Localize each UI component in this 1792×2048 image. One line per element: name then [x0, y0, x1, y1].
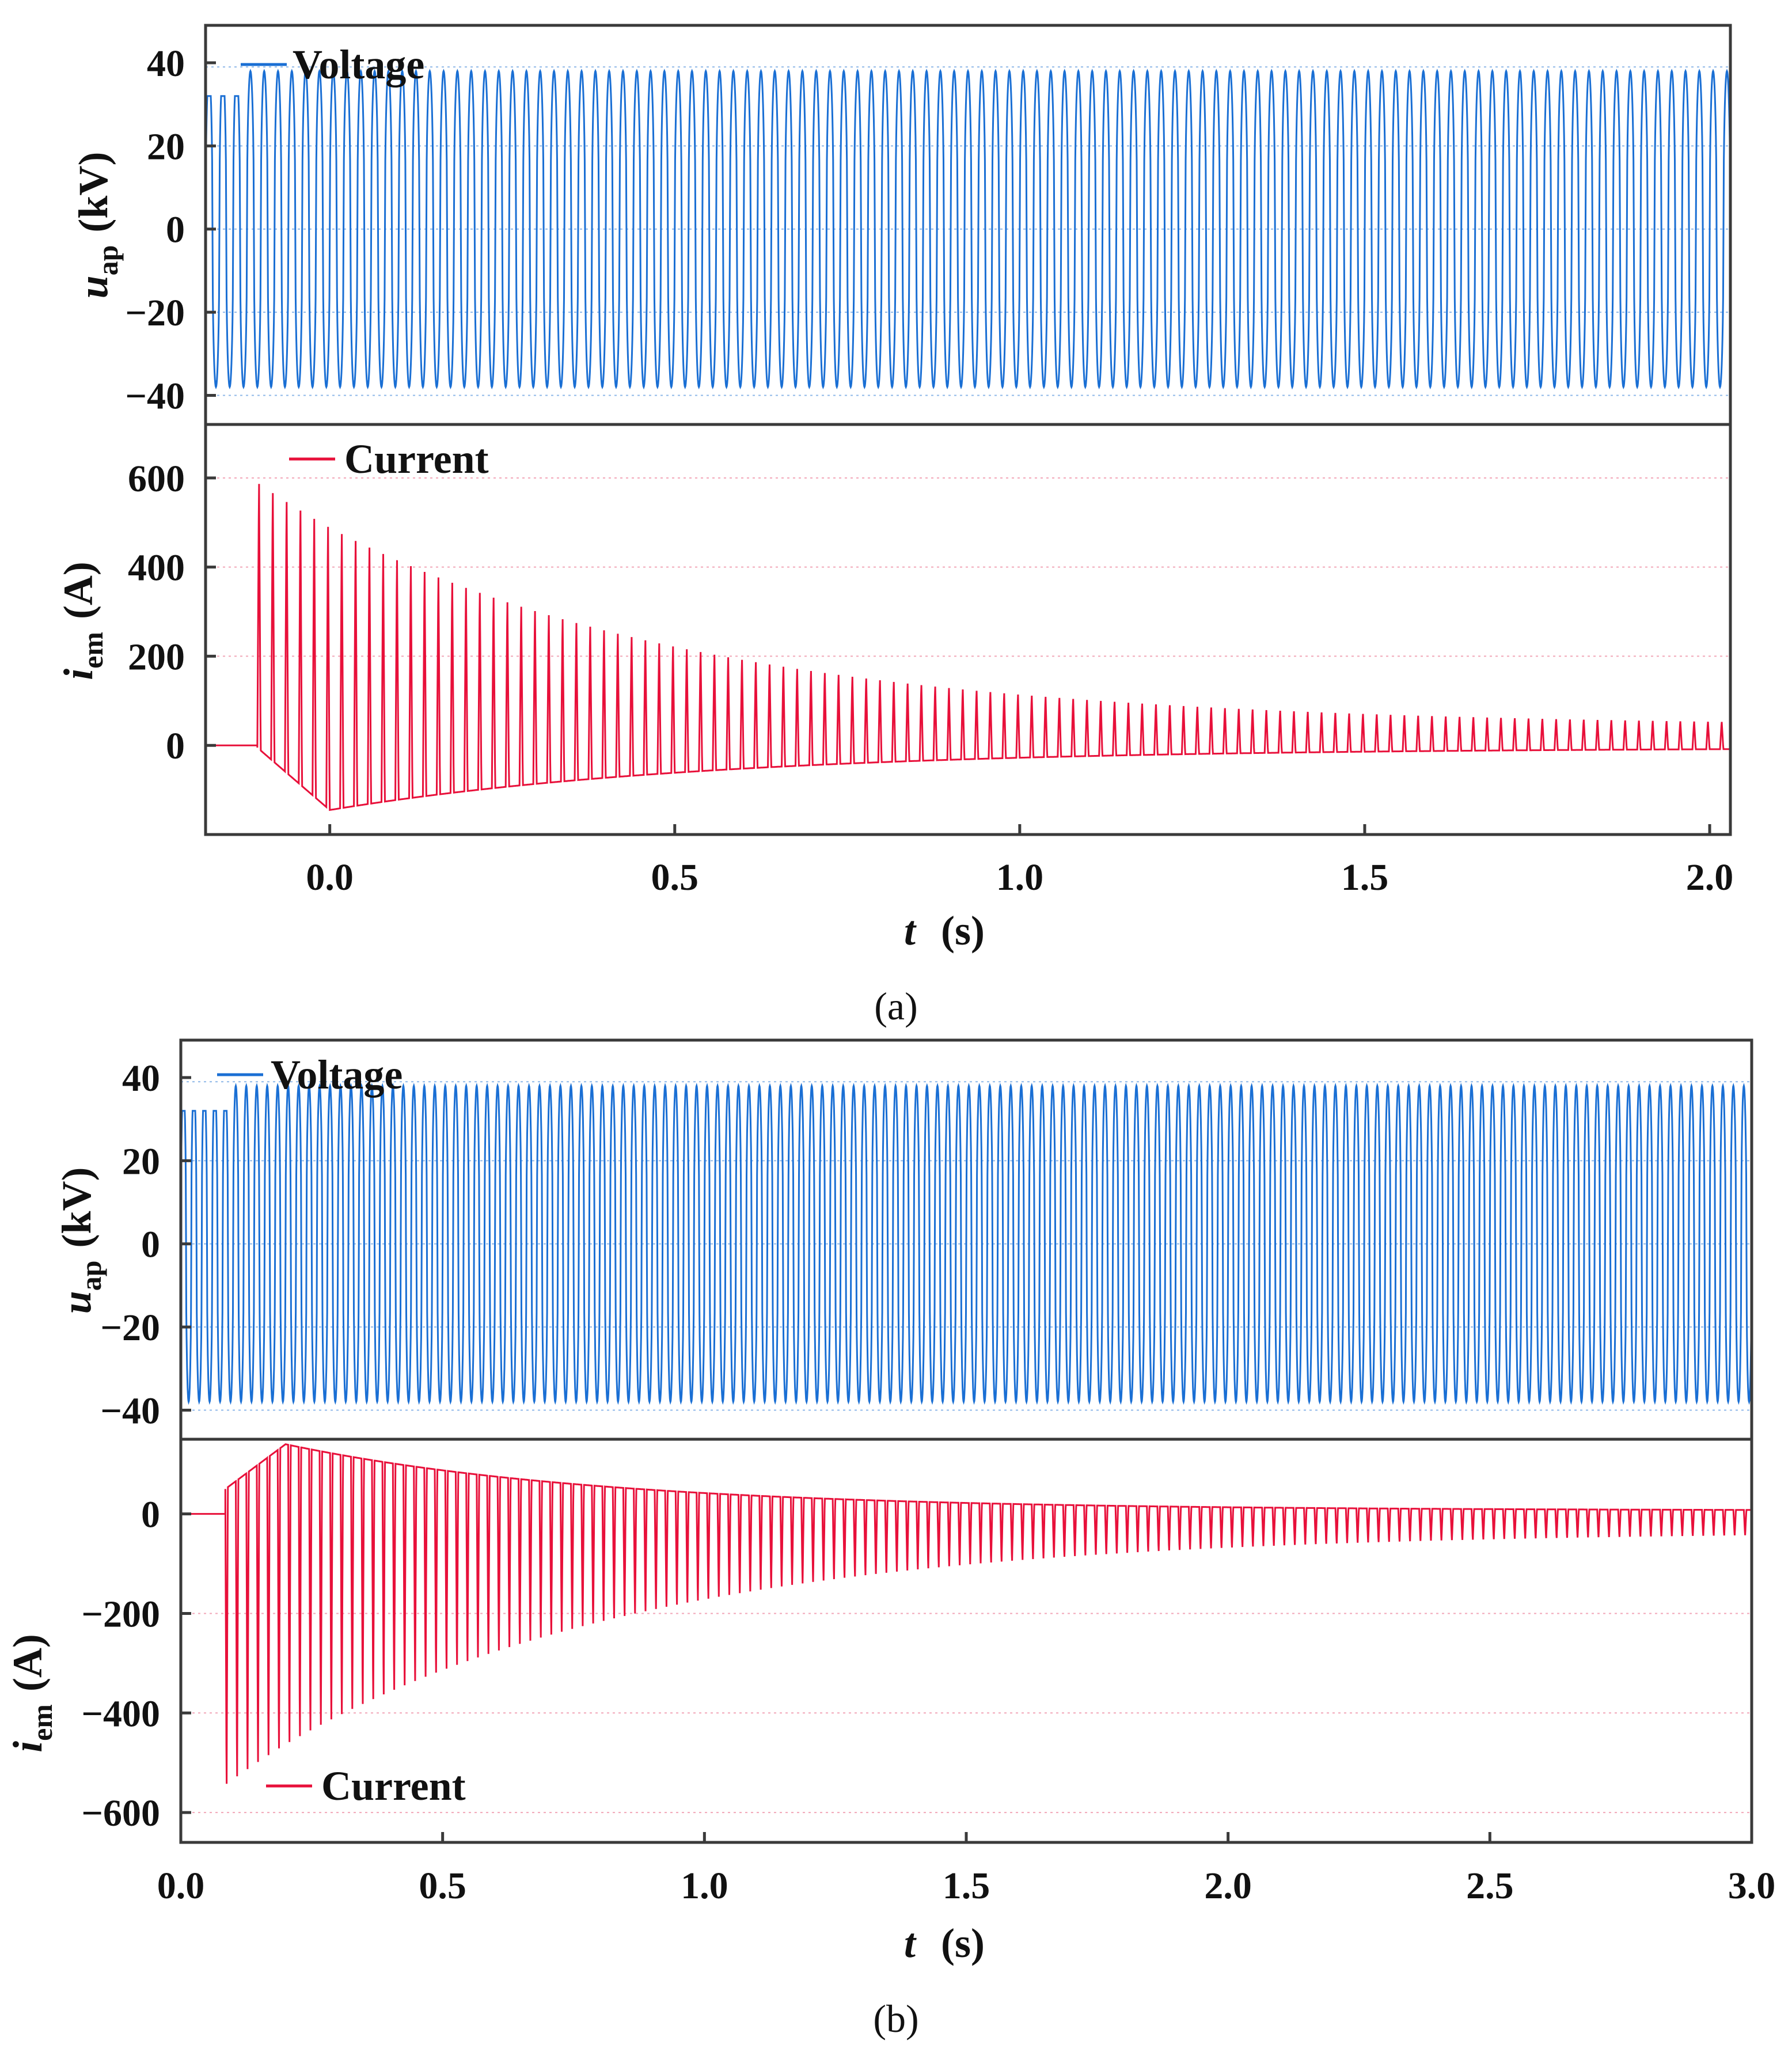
- panel-a-current-frame: [204, 423, 1732, 836]
- panel-a-voltage-ytick-label-3: −20: [125, 292, 185, 334]
- panel-b-xlabel: t (s): [904, 1920, 985, 1966]
- panel-a-xtick-label-2: 1.0: [996, 856, 1044, 898]
- panel-b-voltage-ytick-label-3: −20: [100, 1307, 160, 1349]
- panel-a-voltage-ylabel: uap(kV): [70, 152, 124, 299]
- panel-b-voltage-ytick-label-2: 0: [141, 1224, 160, 1266]
- panel-a-current-series: [206, 484, 1730, 811]
- panel-a-current-ytick-label-2: 200: [128, 636, 185, 678]
- panel-a-xtick-label-3: 1.5: [1341, 856, 1389, 898]
- panel-a-current-legend-label: Current: [344, 436, 489, 482]
- panel-a-xtick-label-4: 2.0: [1686, 856, 1734, 898]
- panel-b-voltage-yticks: 40 20 0 −20 −40: [100, 1057, 191, 1432]
- panel-b-xtick-label-6: 3.0: [1728, 1865, 1776, 1907]
- panel-b-voltage-ytick-label-0: 40: [122, 1057, 160, 1099]
- panel-a-voltage-ytick-label-0: 40: [147, 43, 185, 85]
- panel-b-voltage-ytick-label-4: −40: [100, 1390, 160, 1432]
- panel-b-xtick-label-5: 2.5: [1466, 1865, 1514, 1907]
- panel-b-current-ylabel: iem(A): [5, 1634, 58, 1753]
- panel-a-current-yticks: 600 400 200 0: [128, 458, 216, 767]
- panel-a-current-ytick-label-1: 400: [128, 547, 185, 589]
- panel-b-voltage-legend-label: Voltage: [271, 1052, 403, 1098]
- panel-b-voltage-legend: Voltage: [217, 1052, 403, 1098]
- panel-b: 40 20 0 −20 −40 Voltage uap(kV) 0 −200 −400 −60…: [5, 1038, 1776, 2041]
- panel-a-voltage-series: [204, 69, 1732, 390]
- panel-b-label: (b): [873, 1997, 918, 2041]
- panel-a-voltage-legend: Voltage: [241, 41, 424, 88]
- panel-b-xtick-label-1: 0.5: [419, 1865, 466, 1907]
- panel-b-xtick-label-3: 1.5: [943, 1865, 990, 1907]
- panel-b-current-series: [181, 1443, 1752, 1784]
- panel-a-voltage-ytick-label-1: 20: [147, 126, 185, 168]
- panel-a-current-ylabel: iem(A): [55, 562, 109, 680]
- panel-a-xticks: 0.0 0.5 1.0 1.5 2.0: [306, 824, 1733, 898]
- panel-a-xlabel: t (s): [904, 908, 985, 954]
- panel-a-current-legend: Current: [289, 436, 489, 482]
- panel-b-current-legend-label: Current: [321, 1763, 466, 1809]
- panel-b-voltage-ytick-label-1: 20: [122, 1140, 160, 1182]
- panel-b-xtick-label-2: 1.0: [681, 1865, 728, 1907]
- panel-a-current-ytick-label-3: 0: [166, 725, 185, 767]
- panel-b-current-legend: Current: [266, 1763, 466, 1809]
- panel-b-voltage-series: [180, 1083, 1753, 1405]
- panel-b-current-plot: 0 −200 −400 −600 Current iem(A): [5, 1438, 1753, 1844]
- panel-a-voltage-ytick-label-2: 0: [166, 209, 185, 251]
- panel-b-xtick-label-0: 0.0: [157, 1865, 205, 1907]
- panel-b-current-yticks: 0 −200 −400 −600: [81, 1494, 191, 1834]
- panel-b-current-ytick-label-3: −600: [81, 1792, 160, 1834]
- panel-b-voltage-plot: 40 20 0 −20 −40 Voltage uap(kV): [54, 1038, 1753, 1441]
- panel-b-xtick-label-4: 2.0: [1204, 1865, 1252, 1907]
- panel-a-voltage-yticks: 40 20 0 −20 −40: [125, 43, 216, 417]
- panel-b-xticks: 0.0 0.5 1.0 1.5 2.0 2.5 3.0: [157, 1832, 1776, 1907]
- panel-a-xtick-label-0: 0.0: [306, 856, 354, 898]
- panel-b-current-ytick-label-1: −200: [81, 1593, 160, 1635]
- panel-a-voltage-plot: 40 20 0 −20 −40 Voltage uap(kV): [70, 24, 1732, 426]
- panel-a-current-ytick-label-0: 600: [128, 458, 185, 500]
- panel-a-label: (a): [874, 984, 917, 1028]
- panel-a-xtick-label-1: 0.5: [651, 856, 699, 898]
- panel-b-current-grid: [181, 1613, 1752, 1814]
- panel-a-current-grid: [206, 477, 1730, 657]
- panel-b-current-ytick-label-2: −400: [81, 1693, 160, 1735]
- panel-a-voltage-ytick-label-4: −40: [125, 375, 185, 417]
- panel-b-current-ytick-label-0: 0: [141, 1494, 160, 1536]
- panel-a-voltage-legend-label: Voltage: [293, 41, 424, 88]
- panel-a-current-plot: 600 400 200 0 Current iem(A): [55, 423, 1732, 836]
- panel-b-voltage-ylabel: uap(kV): [54, 1167, 107, 1314]
